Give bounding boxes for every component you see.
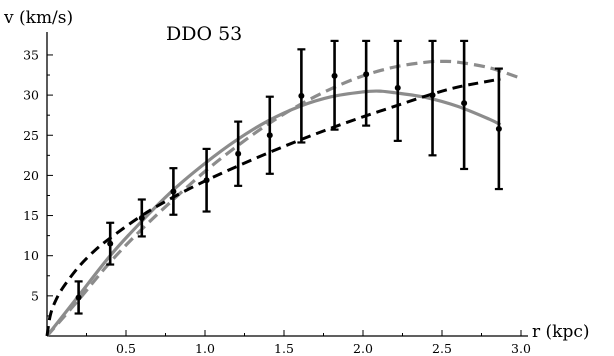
data-point xyxy=(331,72,338,79)
data-point xyxy=(363,71,370,78)
x-tick-label: 3.0 xyxy=(511,341,531,356)
x-tick-label: 1.0 xyxy=(195,341,215,356)
data-point xyxy=(235,150,242,157)
data-point xyxy=(394,84,401,91)
x-tick-label: 0.5 xyxy=(116,341,136,356)
chart-title: DDO 53 xyxy=(166,23,242,45)
y-tick-label: 25 xyxy=(23,128,39,143)
y-tick-label: 20 xyxy=(23,168,39,183)
data-point xyxy=(266,132,273,139)
data-point xyxy=(298,92,305,99)
data-point xyxy=(203,177,210,184)
data-point xyxy=(495,125,502,132)
data-point xyxy=(107,240,114,247)
model-curves xyxy=(45,59,522,338)
data-point xyxy=(75,294,82,301)
x-tick-label: 1.5 xyxy=(274,341,294,356)
y-tick-label: 10 xyxy=(23,248,39,263)
data-point xyxy=(461,100,468,107)
x-tick-label: 2.5 xyxy=(432,341,452,356)
x-tick-label: 2.0 xyxy=(353,341,373,356)
data-point xyxy=(429,92,436,99)
observed-data xyxy=(74,39,503,315)
model-curve-dashed-gray xyxy=(45,59,522,338)
data-point xyxy=(170,188,177,195)
tick-marks: 0.5 1.0 1.5 2.0 2.5 3.0 5 10 15 20 25 30 35 xyxy=(23,47,531,356)
x-axis-title: r (kpc) xyxy=(532,322,590,342)
y-tick-label: 5 xyxy=(31,288,39,303)
data-point xyxy=(138,214,145,221)
y-tick-label: 35 xyxy=(23,47,39,62)
y-tick-label: 30 xyxy=(23,88,39,103)
y-tick-label: 15 xyxy=(23,208,39,223)
y-axis-title: v (km/s) xyxy=(3,8,73,28)
